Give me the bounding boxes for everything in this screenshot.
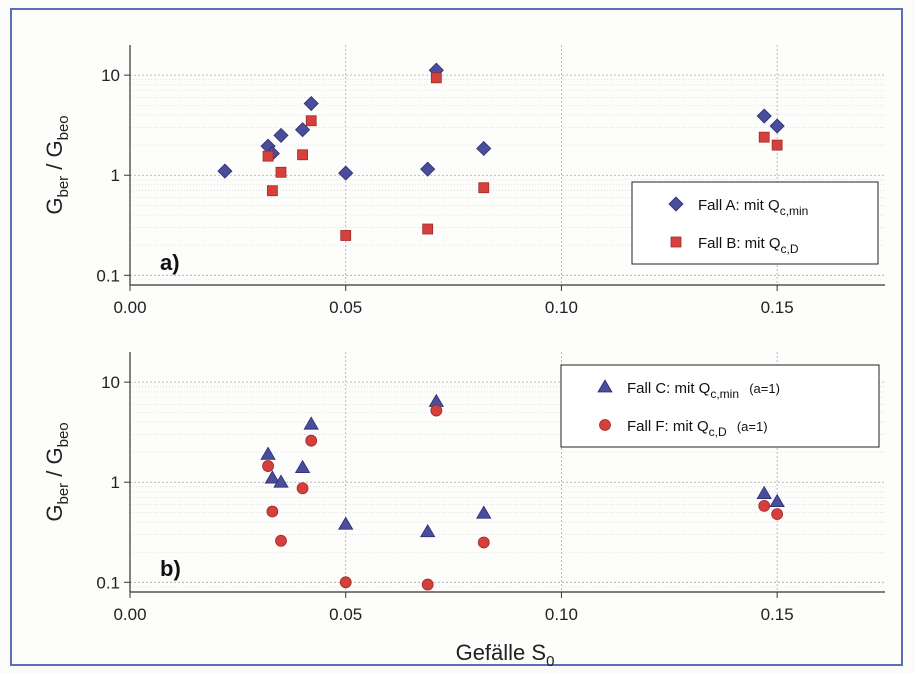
legend-entry-label: Fall C: mit Qc,min (a=1) [627, 380, 780, 401]
data-point-square [262, 150, 274, 162]
y-tick-label: 0.1 [96, 573, 120, 592]
data-point-square [771, 139, 783, 151]
data-point-circle [275, 534, 287, 547]
data-point-square [478, 182, 490, 194]
data-point-square [758, 131, 770, 143]
y-tick-label: 0.1 [96, 266, 120, 285]
data-point-circle [771, 508, 784, 521]
data-point-square [430, 72, 442, 84]
legend: Fall A: mit Qc,min Fall B: mit Qc,D [631, 181, 879, 265]
data-point-square [275, 166, 287, 178]
legend-marker-diamond [668, 196, 684, 212]
data-point-diamond [303, 95, 319, 112]
x-tick-label: 0.05 [329, 298, 362, 317]
data-point-diamond [295, 122, 311, 138]
data-point-diamond [273, 127, 289, 143]
data-point-square [305, 115, 317, 127]
data-point-square [297, 149, 308, 161]
x-tick-label: 0.15 [761, 605, 794, 624]
data-point-circle [296, 482, 309, 495]
data-point-square [340, 230, 352, 241]
legend-marker-triangle [597, 379, 613, 393]
data-point-diamond [769, 118, 785, 134]
data-point-square [422, 223, 434, 235]
data-point-circle [758, 499, 771, 512]
data-point-triangle [338, 516, 354, 530]
legend-entry-label: Fall B: mit Qc,D [698, 235, 799, 256]
y-tick-label: 1 [111, 166, 120, 185]
data-point-circle [305, 434, 318, 447]
data-point-triangle [419, 523, 436, 538]
data-point-triangle [294, 459, 311, 473]
data-point-circle [421, 578, 434, 591]
data-point-diamond [420, 161, 436, 177]
y-tick-label: 10 [101, 373, 120, 392]
x-tick-label: 0.00 [113, 298, 146, 317]
panel-label: a) [160, 250, 180, 275]
x-tick-label: 0.10 [545, 605, 578, 624]
figure-frame [10, 8, 903, 666]
x-tick-label: 0.05 [329, 605, 362, 624]
y-tick-label: 1 [111, 473, 120, 492]
data-point-triangle [303, 416, 319, 430]
data-point-diamond [217, 163, 233, 179]
data-point-circle [262, 460, 274, 472]
data-point-square [266, 185, 278, 197]
legend-entry-label: Fall A: mit Qc,min [698, 197, 808, 218]
x-tick-label: 0.10 [545, 298, 578, 317]
legend-box [631, 181, 879, 265]
legend-marker-circle [599, 419, 611, 431]
legend-box [560, 364, 880, 448]
chart-panel-1: 0.1 1 10 0.00 0.05 0.10 0.15 Gber / Gbeo a) Fall … [42, 45, 885, 317]
data-point-diamond [476, 140, 492, 157]
series-diamond [217, 62, 785, 181]
data-point-triangle [273, 474, 289, 488]
data-point-circle [339, 576, 352, 589]
x-tick-label: 0.00 [113, 605, 146, 624]
panel-label: b) [160, 556, 181, 581]
x-tick-label: 0.15 [761, 298, 794, 317]
data-point-triangle [260, 446, 276, 460]
data-point-circle [477, 536, 490, 549]
data-point-triangle [769, 493, 785, 508]
chart-panel-2: 0.1 1 10 0.00 0.05 0.10 0.15 Gber / Gbeo b) Gefäl… [42, 352, 885, 670]
y-axis-label: Gber / Gbeo [42, 115, 72, 214]
x-axis-label: Gefälle S0 [456, 640, 555, 670]
data-point-triangle [264, 470, 281, 484]
legend: Fall C: mit Qc,min (a=1) Fall F: mit Qc,D… [560, 364, 880, 448]
y-tick-label: 10 [101, 66, 120, 85]
data-point-triangle [756, 485, 772, 499]
data-point-circle [266, 505, 279, 518]
legend-entry-label: Fall F: mit Qc,D (a=1) [627, 418, 768, 439]
data-point-circle [430, 404, 443, 417]
legend-marker-square [670, 236, 682, 248]
data-point-diamond [338, 165, 354, 181]
series-triangle [260, 393, 785, 538]
data-point-triangle [476, 505, 492, 519]
y-axis-label: Gber / Gbeo [42, 422, 72, 521]
series-circle [262, 404, 784, 591]
data-point-diamond [756, 108, 772, 124]
series-square [262, 72, 783, 241]
